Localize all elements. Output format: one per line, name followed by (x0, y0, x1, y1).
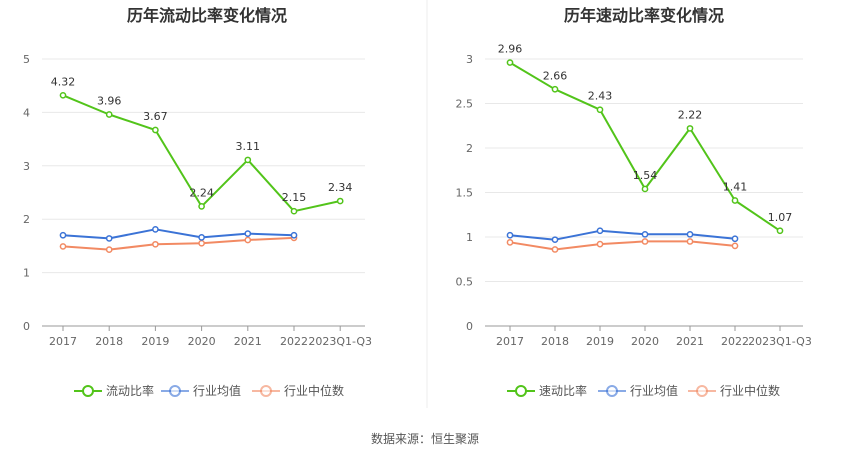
y-tick-label: 2 (466, 142, 473, 155)
x-tick-label: 2023Q1-Q3 (308, 335, 372, 348)
series-line-industry-median (62, 236, 295, 251)
legend-label: 流动比率 (106, 383, 154, 398)
data-label: 4.32 (51, 75, 76, 88)
data-point-industry-median (731, 242, 739, 250)
data-point-main (290, 207, 298, 215)
x-tick-label: 2020 (188, 335, 216, 348)
series-line-industry-mean (509, 229, 736, 241)
data-point-industry-median (105, 246, 113, 253)
data-point-main (336, 197, 344, 205)
series-line-main (509, 61, 781, 232)
data-point-main (244, 156, 252, 164)
legend-swatch-marker (515, 385, 527, 397)
y-tick-label: 0 (23, 320, 30, 333)
x-tick-label: 2018 (541, 335, 569, 348)
data-point-main (506, 59, 514, 66)
y-tick-label: 2 (23, 213, 30, 226)
data-label: 2.24 (189, 186, 214, 199)
x-tick-label: 2020 (631, 335, 659, 348)
data-point-industry-median (686, 238, 694, 245)
series-line-industry-median (509, 240, 736, 251)
y-tick-label: 0 (466, 320, 473, 333)
legend-swatch-marker (696, 385, 708, 397)
data-point-main (731, 197, 739, 204)
data-point-industry-mean (244, 230, 252, 237)
data-label: 3.96 (97, 95, 122, 108)
data-point-industry-median (244, 236, 252, 244)
data-point-industry-median (506, 238, 514, 246)
data-label: 3.11 (236, 140, 261, 153)
x-tick-label: 2023Q1-Q3 (748, 335, 812, 348)
x-tick-label: 2022 (280, 335, 308, 348)
legend-label: 行业中位数 (720, 383, 780, 398)
legend-label: 速动比率 (539, 383, 587, 398)
data-point-industry-mean (641, 230, 649, 238)
y-tick-label: 0.5 (456, 276, 474, 289)
x-tick-label: 2019 (586, 335, 614, 348)
data-point-industry-mean (152, 225, 159, 233)
data-point-industry-mean (731, 235, 739, 243)
data-point-industry-median (551, 246, 559, 253)
data-point-industry-mean (290, 231, 298, 239)
data-point-industry-median (641, 238, 649, 245)
data-point-industry-mean (198, 234, 205, 241)
chart-title: 历年速动比率变化情况 (564, 6, 724, 25)
legend-label: 行业均值 (193, 383, 241, 398)
data-point-industry-median (198, 239, 205, 247)
data-point-main (152, 126, 159, 134)
x-tick-label: 2018 (95, 335, 123, 348)
data-label: 2.15 (282, 191, 307, 204)
y-tick-label: 1 (23, 267, 30, 280)
data-point-industry-median (59, 243, 67, 250)
legend-swatch-marker (606, 385, 618, 397)
x-tick-label: 2017 (49, 335, 77, 348)
series-line-industry-mean (62, 228, 295, 240)
data-point-industry-mean (686, 230, 694, 238)
data-point-main (59, 91, 67, 99)
data-label: 1.07 (768, 211, 793, 224)
y-tick-label: 4 (23, 106, 30, 119)
legend-swatch-marker (169, 385, 181, 397)
legend-label: 行业中位数 (284, 383, 344, 398)
data-source: 数据来源：恒生聚源 (371, 431, 479, 446)
x-tick-label: 2021 (676, 335, 704, 348)
data-point-main (551, 85, 559, 93)
legend-swatch-marker (260, 385, 272, 397)
data-label: 1.54 (633, 169, 658, 182)
data-point-industry-median (152, 240, 159, 248)
data-label: 2.34 (328, 181, 353, 194)
y-tick-label: 2.5 (456, 98, 474, 111)
x-tick-label: 2017 (496, 335, 524, 348)
data-point-main (596, 106, 604, 114)
legend-label: 行业均值 (630, 383, 678, 398)
data-label: 3.67 (143, 110, 168, 123)
data-label: 2.96 (498, 43, 523, 56)
y-tick-label: 1.5 (456, 187, 474, 200)
data-point-industry-mean (506, 231, 514, 239)
data-point-industry-median (596, 240, 604, 248)
data-label: 2.22 (678, 108, 703, 121)
data-point-main (641, 185, 649, 193)
data-point-main (105, 111, 113, 118)
data-label: 2.66 (543, 69, 568, 82)
chart-title: 历年流动比率变化情况 (127, 6, 287, 25)
x-tick-label: 2019 (141, 335, 169, 348)
data-label: 2.43 (588, 90, 613, 103)
x-tick-label: 2021 (234, 335, 262, 348)
data-point-main (776, 227, 784, 235)
data-point-main (686, 125, 694, 132)
data-point-main (198, 203, 205, 210)
y-tick-label: 1 (466, 231, 473, 244)
data-point-industry-mean (59, 231, 67, 239)
y-tick-label: 3 (466, 53, 473, 66)
data-point-industry-mean (596, 227, 604, 235)
y-tick-label: 5 (23, 53, 30, 66)
y-tick-label: 3 (23, 160, 30, 173)
data-point-industry-mean (551, 236, 559, 244)
legend-swatch-marker (82, 385, 94, 397)
x-tick-label: 2022 (721, 335, 749, 348)
data-label: 1.41 (723, 181, 748, 194)
data-point-industry-mean (105, 235, 113, 242)
